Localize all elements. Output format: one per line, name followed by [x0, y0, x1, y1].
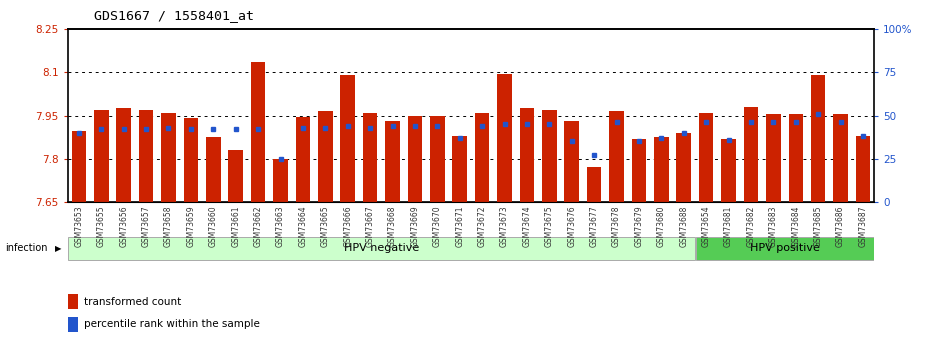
Bar: [71, 131, 86, 202]
Text: ▶: ▶: [55, 244, 61, 253]
FancyBboxPatch shape: [696, 237, 874, 260]
Text: HPV negative: HPV negative: [344, 244, 419, 253]
Text: GSM73662: GSM73662: [254, 205, 262, 247]
Text: GSM73655: GSM73655: [97, 205, 106, 247]
Bar: [68, 294, 78, 309]
Text: GSM73657: GSM73657: [142, 205, 150, 247]
Bar: [497, 74, 511, 202]
Text: GSM73677: GSM73677: [589, 205, 599, 247]
Text: GSM73681: GSM73681: [724, 205, 733, 247]
Text: transformed count: transformed count: [85, 297, 181, 307]
Text: GSM73672: GSM73672: [478, 205, 487, 247]
Bar: [744, 107, 759, 202]
Bar: [94, 110, 108, 202]
Text: GSM73682: GSM73682: [746, 205, 756, 247]
Bar: [855, 136, 870, 202]
Bar: [789, 114, 803, 202]
Text: GSM73659: GSM73659: [186, 205, 196, 247]
Bar: [274, 159, 288, 202]
Text: GSM73676: GSM73676: [567, 205, 576, 247]
Text: GSM73680: GSM73680: [657, 205, 666, 247]
Text: GSM73660: GSM73660: [209, 205, 218, 247]
Text: GSM73684: GSM73684: [791, 205, 800, 247]
Text: GSM73664: GSM73664: [298, 205, 307, 247]
Text: GSM73679: GSM73679: [634, 205, 644, 247]
Bar: [318, 111, 333, 202]
Bar: [408, 116, 422, 202]
Text: GSM73671: GSM73671: [455, 205, 464, 247]
Bar: [68, 317, 78, 332]
Bar: [811, 75, 825, 202]
Bar: [834, 114, 848, 202]
Bar: [721, 139, 736, 202]
Text: GSM73665: GSM73665: [321, 205, 330, 247]
Bar: [183, 118, 198, 202]
Bar: [766, 114, 780, 202]
Text: HPV positive: HPV positive: [749, 244, 820, 253]
Text: GSM73670: GSM73670: [432, 205, 442, 247]
Text: GSM73654: GSM73654: [701, 205, 711, 247]
Bar: [452, 136, 467, 202]
Text: GSM73658: GSM73658: [164, 205, 173, 247]
Bar: [475, 113, 490, 202]
Text: percentile rank within the sample: percentile rank within the sample: [85, 319, 260, 329]
Text: GSM73686: GSM73686: [836, 205, 845, 247]
Text: GSM73687: GSM73687: [858, 205, 868, 247]
Text: GSM73653: GSM73653: [74, 205, 84, 247]
Text: GDS1667 / 1558401_at: GDS1667 / 1558401_at: [94, 9, 254, 22]
Bar: [296, 117, 310, 202]
Text: GSM73661: GSM73661: [231, 205, 241, 247]
Text: GSM73674: GSM73674: [523, 205, 531, 247]
Bar: [542, 110, 556, 202]
Text: GSM73668: GSM73668: [388, 205, 397, 247]
FancyBboxPatch shape: [68, 237, 695, 260]
Text: GSM73673: GSM73673: [500, 205, 509, 247]
Bar: [228, 150, 243, 202]
Bar: [162, 113, 176, 202]
Text: GSM73667: GSM73667: [366, 205, 375, 247]
Bar: [677, 133, 691, 202]
Text: GSM73669: GSM73669: [411, 205, 419, 247]
Text: GSM73675: GSM73675: [545, 205, 554, 247]
Text: GSM73688: GSM73688: [680, 205, 688, 247]
Bar: [363, 113, 377, 202]
Bar: [139, 110, 153, 202]
Text: infection: infection: [5, 244, 47, 253]
Bar: [340, 75, 355, 202]
Text: GSM73663: GSM73663: [276, 205, 285, 247]
Bar: [251, 62, 265, 202]
Bar: [385, 121, 400, 202]
Bar: [520, 108, 534, 202]
Bar: [431, 116, 445, 202]
Bar: [117, 108, 131, 202]
Bar: [654, 137, 668, 202]
Text: GSM73683: GSM73683: [769, 205, 778, 247]
Bar: [206, 137, 221, 202]
Bar: [699, 113, 713, 202]
Text: GSM73656: GSM73656: [119, 205, 128, 247]
Bar: [587, 167, 602, 202]
Text: GSM73685: GSM73685: [814, 205, 822, 247]
Text: GSM73666: GSM73666: [343, 205, 352, 247]
Bar: [565, 121, 579, 202]
Text: GSM73678: GSM73678: [612, 205, 621, 247]
Bar: [632, 139, 646, 202]
Bar: [609, 111, 624, 202]
